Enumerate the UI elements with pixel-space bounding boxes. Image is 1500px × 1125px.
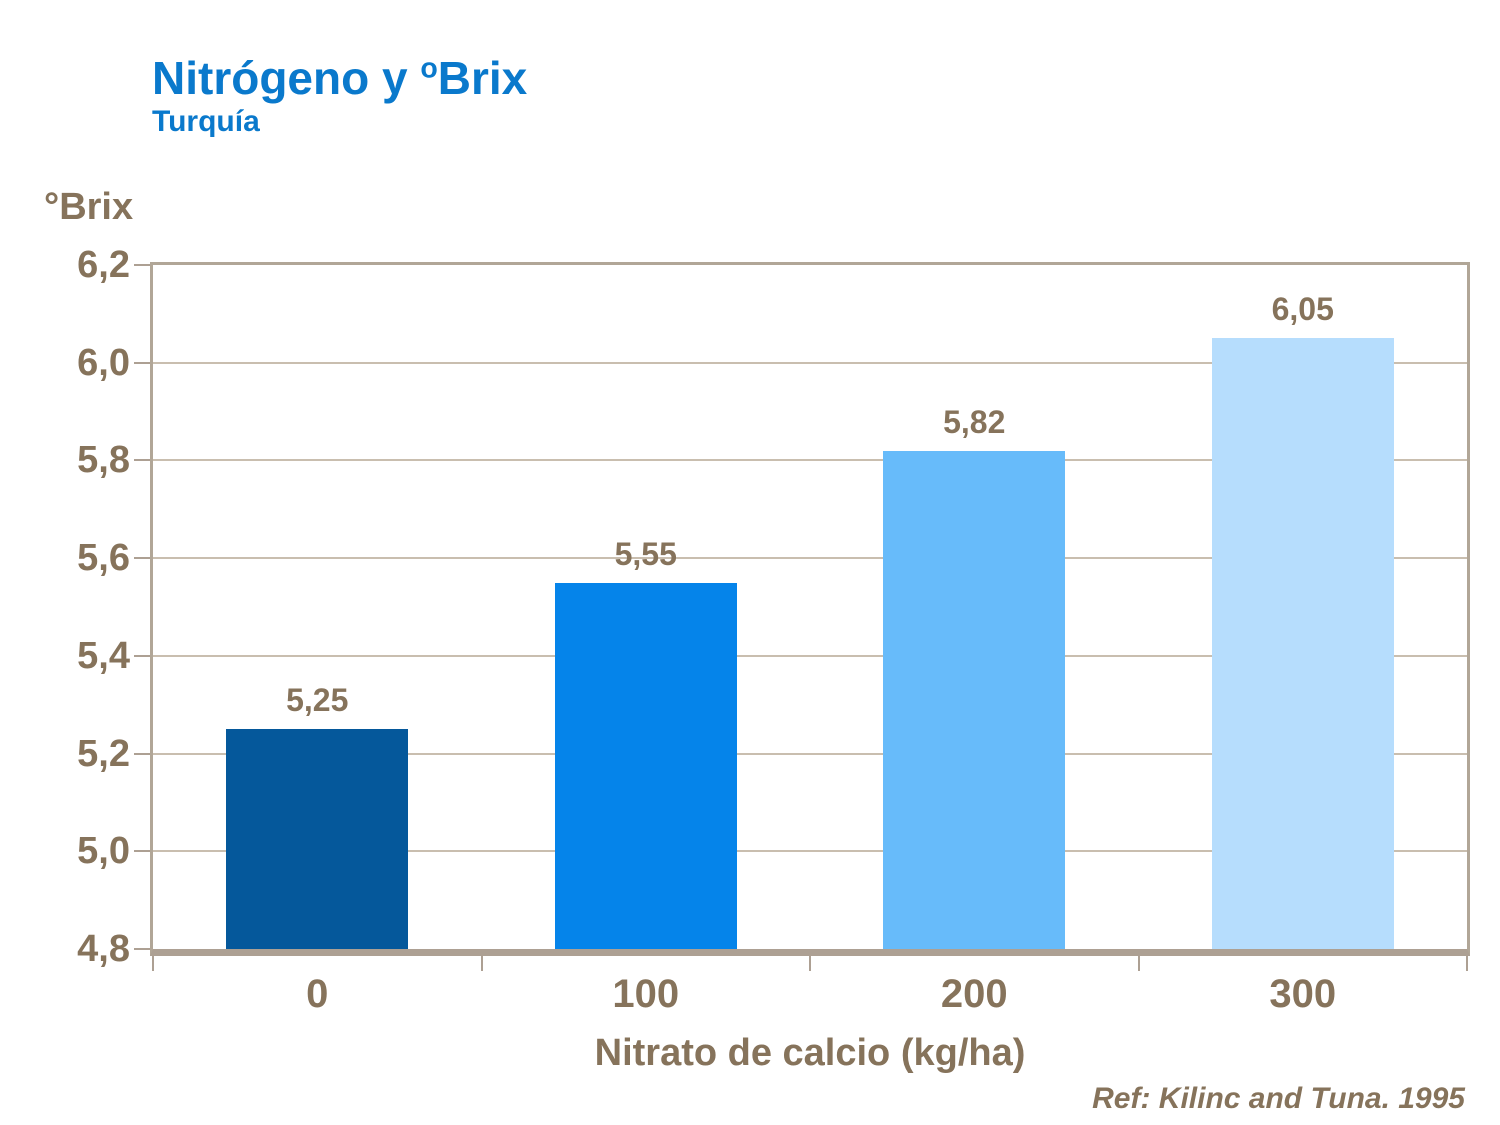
y-axis-tick (134, 264, 150, 266)
plot-inner: 5,25 5,55 5,82 6,05 (153, 265, 1467, 949)
x-axis-tick-label: 0 (306, 972, 329, 1016)
y-axis-tick (134, 850, 150, 853)
x-axis-title: Nitrato de calcio (kg/ha) (594, 1032, 1026, 1074)
y-axis-tick (134, 361, 150, 364)
y-axis-tick-label: 5,2 (77, 732, 130, 775)
y-axis-tick-label: 5,0 (77, 830, 130, 873)
y-axis-tick-label: 5,6 (77, 537, 130, 580)
x-axis-tick (1466, 956, 1468, 971)
x-axis-tick-label: 100 (612, 972, 680, 1016)
gridline (153, 459, 1467, 462)
title-block: Nitrógeno y oBrix Turquía (152, 54, 527, 138)
bar (226, 729, 409, 949)
gridline (153, 850, 1467, 853)
y-axis-tick (134, 752, 150, 755)
y-axis-tick (134, 557, 150, 560)
y-axis-title: °Brix (44, 186, 134, 228)
gridline (153, 557, 1467, 560)
plot-area: 5,25 5,55 5,82 6,05 (150, 262, 1470, 956)
bar (554, 582, 737, 949)
y-axis-tick-label: 4,8 (77, 928, 130, 970)
chart-title-superscript: o (420, 52, 438, 85)
y-axis-tick-label: 6,2 (77, 244, 130, 286)
y-axis-tick (134, 654, 150, 657)
x-axis-tick (1137, 956, 1140, 971)
bar-value-label: 5,25 (286, 682, 349, 719)
bar (1211, 338, 1394, 949)
gridline (153, 752, 1467, 755)
chart-subtitle: Turquía (152, 105, 260, 139)
x-axis-tick (809, 956, 811, 971)
bar-value-label: 5,82 (943, 403, 1006, 440)
y-axis-tick-label: 5,4 (77, 634, 130, 677)
bar-value-label: 6,05 (1271, 291, 1334, 328)
gridline (153, 361, 1467, 364)
gridline (153, 654, 1467, 657)
x-axis-tick-label: 300 (1269, 972, 1337, 1016)
reference-text: Ref: Kilinc and Tuna. 1995 (1092, 1082, 1465, 1115)
y-axis-tick-label: 5,8 (77, 439, 130, 482)
x-axis-tick (152, 956, 154, 971)
y-axis-tick-label: 6,0 (77, 341, 130, 384)
y-axis-tick (134, 948, 150, 950)
bar (883, 450, 1066, 949)
x-axis-tick-label: 200 (940, 972, 1008, 1016)
x-axis-tick (480, 956, 483, 971)
chart-title: Nitrógeno y oBrix (152, 54, 527, 102)
bar-value-label: 5,55 (614, 535, 677, 572)
chart-title-suffix: Brix (437, 52, 528, 104)
y-axis-tick (134, 459, 150, 462)
chart-title-prefix: Nitrógeno y (152, 52, 421, 104)
